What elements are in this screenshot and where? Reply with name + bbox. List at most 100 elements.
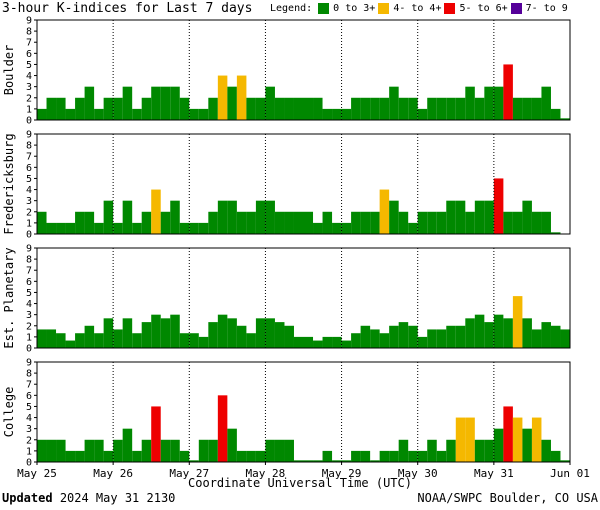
bar bbox=[113, 97, 123, 120]
y-tick-label: 3 bbox=[26, 424, 32, 435]
bar bbox=[141, 211, 152, 234]
bar bbox=[446, 200, 456, 234]
bar bbox=[246, 333, 256, 348]
bar bbox=[398, 97, 409, 120]
bar bbox=[493, 428, 504, 462]
bar bbox=[198, 336, 209, 348]
bar bbox=[246, 211, 256, 234]
x-tick-label: May 25 bbox=[17, 467, 57, 480]
bar bbox=[65, 340, 76, 348]
x-tick-label: May 29 bbox=[322, 467, 362, 480]
bar bbox=[132, 450, 142, 462]
bar bbox=[37, 329, 47, 348]
updated-timestamp: Updated 2024 May 31 2130 bbox=[2, 491, 175, 505]
bar bbox=[122, 428, 133, 462]
bar bbox=[474, 200, 485, 234]
bar bbox=[198, 108, 209, 120]
bar bbox=[455, 97, 466, 120]
bar bbox=[436, 329, 447, 348]
bar bbox=[284, 97, 294, 120]
legend-item-quiet: 0 to 3+ bbox=[318, 3, 375, 14]
panel-ylabel: College bbox=[2, 387, 16, 438]
bar bbox=[303, 211, 314, 234]
bar bbox=[208, 211, 218, 234]
bar bbox=[436, 97, 447, 120]
bar bbox=[84, 211, 95, 234]
bar bbox=[484, 322, 494, 348]
bar bbox=[522, 200, 532, 234]
bar bbox=[446, 325, 456, 348]
bar bbox=[522, 428, 532, 462]
bar bbox=[522, 318, 532, 348]
bar bbox=[531, 97, 542, 120]
y-tick-label: 7 bbox=[26, 380, 32, 391]
legend: Legend: 0 to 3+ 4- to 4+ 5- to 6+ 7- to … bbox=[270, 3, 571, 14]
bar bbox=[84, 325, 95, 348]
bar bbox=[417, 108, 428, 120]
bar bbox=[474, 439, 485, 462]
bar bbox=[65, 222, 76, 234]
bar bbox=[560, 118, 570, 120]
bar bbox=[512, 417, 523, 462]
bar bbox=[208, 97, 218, 120]
legend-label: Legend: bbox=[270, 3, 313, 14]
bar bbox=[313, 97, 323, 120]
bar bbox=[179, 97, 190, 120]
bar bbox=[94, 439, 104, 462]
bar bbox=[293, 336, 304, 348]
bar bbox=[341, 460, 352, 462]
y-tick-label: 5 bbox=[26, 288, 32, 299]
bar bbox=[341, 340, 352, 348]
bar bbox=[465, 318, 475, 348]
y-tick-label: 0 bbox=[26, 116, 32, 127]
bar bbox=[341, 108, 352, 120]
bar bbox=[398, 211, 409, 234]
bar bbox=[379, 189, 390, 234]
bar bbox=[37, 108, 47, 120]
bar bbox=[465, 86, 475, 120]
x-tick-label: May 28 bbox=[246, 467, 286, 480]
bar bbox=[512, 97, 523, 120]
bar bbox=[170, 200, 180, 234]
bar bbox=[474, 314, 485, 348]
bar bbox=[370, 329, 380, 348]
bar bbox=[351, 450, 361, 462]
bar bbox=[94, 108, 104, 120]
bar bbox=[151, 86, 161, 120]
bar bbox=[332, 336, 342, 348]
bar bbox=[436, 211, 447, 234]
bar bbox=[56, 439, 66, 462]
bar bbox=[427, 439, 437, 462]
bar bbox=[246, 97, 256, 120]
legend-text-storm: 5- to 6+ bbox=[459, 3, 508, 14]
bar bbox=[417, 336, 428, 348]
y-tick-label: 3 bbox=[26, 310, 32, 321]
panel-frame bbox=[36, 133, 571, 235]
bar bbox=[512, 211, 523, 234]
bar bbox=[236, 211, 247, 234]
bar bbox=[550, 450, 561, 462]
bar bbox=[227, 428, 237, 462]
bar bbox=[151, 314, 161, 348]
bar bbox=[56, 333, 66, 348]
bar bbox=[46, 222, 57, 234]
bar bbox=[465, 417, 475, 462]
bar bbox=[141, 322, 152, 348]
panel-frame bbox=[36, 247, 571, 349]
bar bbox=[84, 86, 95, 120]
y-tick-label: 6 bbox=[26, 391, 32, 402]
bar bbox=[170, 314, 180, 348]
bar bbox=[160, 86, 171, 120]
bar bbox=[113, 329, 123, 348]
bar bbox=[389, 450, 399, 462]
panel-frame bbox=[36, 19, 571, 121]
y-tick-label: 6 bbox=[26, 277, 32, 288]
y-tick-label: 9 bbox=[26, 358, 32, 369]
bar bbox=[493, 314, 504, 348]
bar bbox=[179, 450, 190, 462]
bar bbox=[493, 86, 504, 120]
bar bbox=[332, 460, 342, 462]
bar bbox=[541, 86, 551, 120]
bar bbox=[56, 222, 66, 234]
